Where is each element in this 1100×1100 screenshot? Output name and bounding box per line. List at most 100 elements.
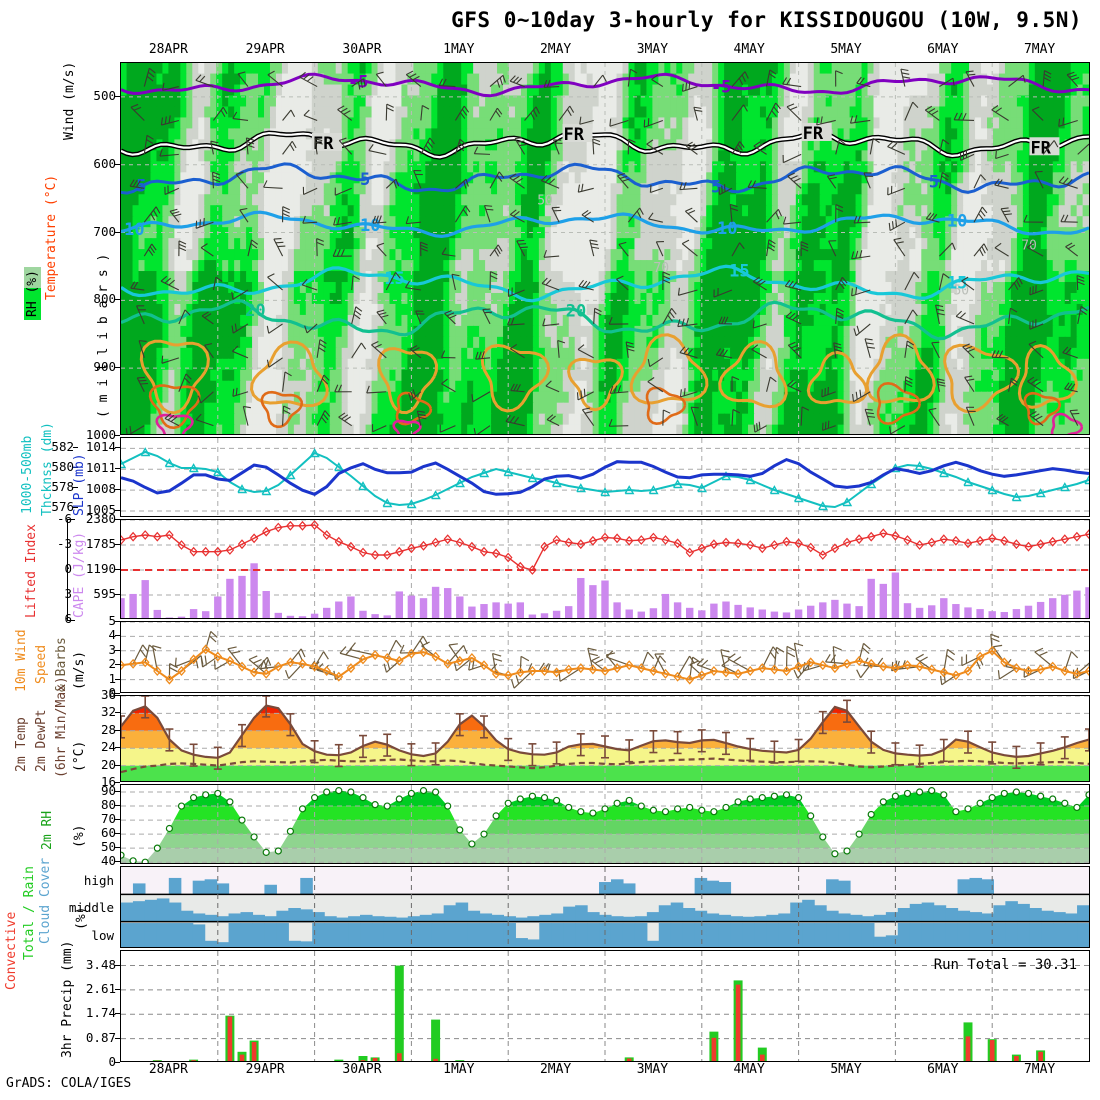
date-label: 5MAY [830,42,862,57]
axis-tick-mark [115,519,120,520]
page-title: GFS 0~10day 3-hourly for KISSIDOUGOU (10… [451,8,1082,32]
axis-tick-mark [115,791,120,793]
axis-tick-mark [115,729,120,731]
date-label: 5MAY [830,1062,862,1077]
axis-tick-label: 0 [64,560,72,576]
axis-tick-mark [115,964,120,966]
axis-title: 10m Wind [14,629,29,692]
axis-tick-label: 700 [93,223,116,239]
axis-tick-label: 32 [100,704,116,720]
axis-title: 2m Temp [14,717,29,772]
axis-tick-label: 3 [108,641,116,657]
axis-title: (°C) [72,740,87,772]
axis-tick-label: 580 [51,458,74,474]
date-label: 4MAY [733,1062,765,1077]
cloud-row-label: middle [68,900,114,916]
axis-tick-mark [115,861,120,863]
axis-tick-mark [115,435,120,436]
axis-tick-label: 28 [100,721,116,737]
axis-title: Speed [34,644,49,684]
axis-tick-label: 80 [100,796,116,812]
axis-tick-mark [115,447,120,449]
axis-tick-label: 36 [100,686,116,702]
date-label: 29APR [245,1062,285,1077]
axis-title: ( m i l l i b a r s ) [96,253,111,418]
axis-tick-label: 3 [64,585,72,601]
axis-tick-label: 20 [100,756,116,772]
axis-tick-mark [115,847,120,849]
panel-wind-10m [120,621,1090,693]
axis-tick-label: 1005 [85,501,116,517]
axis-title: Cloud Cover [38,857,53,944]
axis-tick-mark [115,163,120,165]
axis-tick-mark [115,695,120,696]
axis-tick-mark [115,649,120,651]
axis-tick-label: 4 [108,627,116,643]
axis-tick-label: 60 [100,824,116,840]
date-label: 4MAY [733,42,765,57]
axis-title: (6hr Min/Max) [54,676,69,778]
axis-tick-label: 1014 [85,439,116,455]
axis-tick-mark [115,367,120,369]
panel-cloud-cover [120,866,1090,948]
lifted-index-axis-bracket [67,519,75,621]
rh-legend-swatch: RH (%) [24,267,41,320]
axis-title: Convective [4,911,19,990]
panel-temp-2m [120,695,1090,782]
axis-tick-label: 500 [93,87,116,103]
axis-tick-label: 800 [93,291,116,307]
cloud-row-label: high [83,872,114,888]
axis-tick-label: -3 [56,535,72,551]
axis-tick-mark [115,819,120,821]
attribution-grads: GrADS: COLA/IGES [6,1076,132,1091]
axis-tick-mark [115,510,120,512]
date-label: 7MAY [1023,42,1056,57]
axis-tick-mark [115,489,120,491]
date-label: 6MAY [927,42,959,57]
axis-tick-label: 1000 [85,426,116,442]
axis-tick-mark [115,1037,120,1039]
axis-tick-label: 900 [93,358,116,374]
axis-tick-label: 70 [100,810,116,826]
axis-tick-label: 40 [100,852,116,868]
axis-tick-mark [115,747,120,749]
axis-tick-label: -6 [56,510,72,526]
axis-tick-label: 0 [108,684,116,700]
axis-title: 2m DewPt [34,709,49,772]
date-label: 3MAY [636,42,669,57]
axis-tick-label: 0.87 [85,1029,116,1045]
axis-tick-mark [115,468,120,470]
axis-tick-label: 2.61 [85,980,116,996]
axis-tick-mark [115,621,120,622]
axis-title: Total / Rain [22,866,37,960]
axis-tick-mark [115,569,120,570]
cloud-row-label: low [91,927,114,943]
axis-tick-mark [115,1062,120,1063]
axis-tick-label: 1785 [85,535,116,551]
date-label: 1MAY [443,1062,475,1077]
axis-tick-label: 1190 [85,560,116,576]
axis-tick-label: 1 [108,670,116,686]
axis-tick-label: 578 [51,478,74,494]
axis-tick-label: 3.48 [85,956,116,972]
axis-tick-mark [115,635,120,637]
date-label: 28APR [148,42,188,57]
axis-tick-mark [115,664,120,666]
axis-tick-mark [115,544,120,545]
date-label: 30APR [342,1062,382,1077]
axis-tick-mark [73,507,78,508]
axis-tick-label: 1008 [85,480,116,496]
axis-tick-mark [115,833,120,835]
date-label: 1MAY [443,42,475,57]
date-label: 2MAY [539,1062,572,1077]
axis-tick-label: 50 [100,838,116,854]
axis-tick-label: 595 [93,585,116,601]
axis-tick-label: 1011 [85,460,116,476]
axis-tick-mark [115,782,120,783]
axis-tick-label: 0 [108,1053,116,1069]
axis-tick-mark [73,487,78,488]
date-label: 29APR [245,42,285,57]
axis-title: Wind (m/s) [62,61,77,140]
axis-title: Thcknss (dm) [40,422,55,516]
panel-slp-thickness [120,437,1090,517]
